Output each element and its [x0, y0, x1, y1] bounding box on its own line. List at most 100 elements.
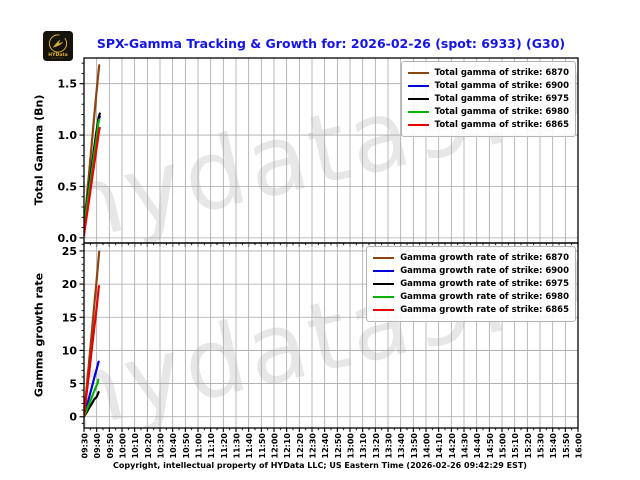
series-line-1-4	[84, 285, 101, 418]
x-tick-label: 15:20	[524, 433, 533, 459]
legend-swatch	[373, 295, 395, 299]
x-tick-label: 15:00	[499, 433, 508, 459]
x-tick-label: 12:00	[271, 433, 280, 459]
x-ticks-1	[83, 428, 579, 432]
y-axis-label-total-gamma: Total Gamma (Bn)	[32, 94, 46, 206]
legend-item: Gamma growth rate of strike: 6900	[373, 266, 569, 276]
x-tick-label: 10:00	[119, 433, 128, 459]
legend-item: Gamma growth rate of strike: 6975	[373, 279, 569, 289]
x-tick-label: 11:40	[245, 433, 254, 459]
series-line-1-3	[84, 378, 100, 418]
legend-swatch	[407, 110, 429, 114]
x-tick-label: 10:50	[182, 433, 191, 459]
legend-label: Total gamma of strike: 6870	[434, 68, 569, 78]
x-tick-label: 15:40	[549, 433, 558, 459]
x-tick-label: 10:30	[157, 433, 166, 459]
x-tick-label: 14:00	[423, 433, 432, 459]
legend-label: Total gamma of strike: 6975	[434, 94, 569, 104]
legend-swatch	[373, 269, 395, 273]
y-tick-label: 15	[62, 311, 77, 324]
x-tick-label: 14:10	[435, 433, 444, 459]
y-tick-label: 1.0	[58, 129, 78, 142]
x-tick-label: 11:50	[258, 433, 267, 459]
hydata-logo: HYData	[43, 31, 73, 61]
series-line-0-3	[84, 118, 101, 228]
x-tick-label: 11:20	[220, 433, 229, 459]
x-tick-label: 15:10	[511, 433, 520, 459]
y-axis-label-growth-rate: Gamma growth rate	[32, 272, 46, 398]
y-ticks-0: 0.0 0.5 1.0 1.5	[58, 62, 84, 245]
legend-total-gamma: Total gamma of strike: 6870 Total gamma o…	[400, 61, 576, 137]
x-tick-label: 12:20	[296, 433, 305, 459]
x-tick-label: 15:30	[537, 433, 546, 459]
y-tick-label: 0.0	[58, 232, 78, 245]
legend-label: Gamma growth rate of strike: 6975	[400, 279, 569, 289]
x-tick-label: 12:50	[334, 433, 343, 459]
x-tick-label: 10:40	[169, 433, 178, 459]
x-tick-label: 13:40	[397, 433, 406, 459]
legend-label: Gamma growth rate of strike: 6980	[400, 292, 569, 302]
x-tick-label: 11:10	[207, 433, 216, 459]
y-tick-label: 10	[62, 344, 78, 357]
legend-swatch	[373, 308, 395, 312]
page-title: SPX-Gamma Tracking & Growth for: 2026-02…	[96, 36, 566, 51]
x-tick-label: 13:10	[359, 433, 368, 459]
legend-item: Total gamma of strike: 6975	[407, 94, 569, 104]
x-tick-label: 10:20	[144, 433, 153, 459]
bird-icon	[52, 39, 64, 48]
x-tick-label: 14:30	[461, 433, 470, 459]
x-tick-label: 09:50	[106, 433, 115, 459]
legend-swatch	[407, 123, 429, 127]
legend-label: Gamma growth rate of strike: 6900	[400, 266, 569, 276]
legend-item: Total gamma of strike: 6900	[407, 81, 569, 91]
legend-label: Total gamma of strike: 6865	[434, 120, 569, 130]
x-tick-label: 10:10	[131, 433, 140, 459]
x-tick-label: 13:30	[385, 433, 394, 459]
series-line-1-1	[84, 360, 100, 418]
x-tick-label: 09:30	[81, 433, 90, 459]
y-tick-label: 5	[69, 378, 77, 391]
legend-swatch	[407, 84, 429, 88]
x-tick-labels: 09:30 09:40 09:50 10:00 10:10 10:20 10:30 10:40…	[81, 433, 584, 459]
legend-item: Total gamma of strike: 6870	[407, 68, 569, 78]
logo-text: HYData	[48, 52, 67, 58]
legend-item: Total gamma of strike: 6865	[407, 120, 569, 130]
y-ticks-1: 0 5 10 15 20 25	[62, 243, 84, 424]
x-tick-label: 09:40	[93, 433, 102, 459]
legend-swatch	[373, 256, 395, 260]
y-tick-label: 20	[62, 278, 78, 291]
y-tick-label: 25	[62, 245, 77, 258]
x-tick-label: 11:00	[195, 433, 204, 459]
legend-label: Total gamma of strike: 6900	[434, 81, 569, 91]
logo-ring	[48, 34, 68, 53]
x-tick-label: 13:20	[372, 433, 381, 459]
x-tick-label: 16:00	[575, 433, 584, 459]
x-tick-label: 15:50	[562, 433, 571, 459]
legend-item: Gamma growth rate of strike: 6980	[373, 292, 569, 302]
y-tick-label: 0	[69, 411, 77, 424]
legend-swatch	[373, 282, 395, 286]
legend-growth-rate: Gamma growth rate of strike: 6870 Gamma g…	[366, 246, 576, 322]
y-tick-label: 1.5	[58, 78, 78, 91]
legend-item: Gamma growth rate of strike: 6870	[373, 253, 569, 263]
x-tick-label: 14:20	[448, 433, 457, 459]
legend-item: Gamma growth rate of strike: 6865	[373, 305, 569, 315]
x-tick-label: 13:00	[347, 433, 356, 459]
gridlines	[84, 243, 578, 428]
legend-label: Total gamma of strike: 6980	[434, 107, 569, 117]
x-tick-label: 12:40	[321, 433, 330, 459]
series-line-0-4	[84, 126, 101, 236]
legend-swatch	[407, 71, 429, 75]
x-tick-label: 12:30	[309, 433, 318, 459]
legend-swatch	[407, 97, 429, 101]
x-tick-label: 14:50	[486, 433, 495, 459]
copyright-footer: Copyright, intellectual property of HYDa…	[113, 461, 527, 470]
hydata-logo-image: HYData	[43, 31, 73, 61]
x-tick-label: 13:50	[410, 433, 419, 459]
x-tick-label: 12:10	[283, 433, 292, 459]
legend-label: Gamma growth rate of strike: 6870	[400, 253, 569, 263]
x-tick-label: 11:30	[233, 433, 242, 459]
legend-label: Gamma growth rate of strike: 6865	[400, 305, 569, 315]
y-tick-label: 0.5	[58, 180, 78, 193]
